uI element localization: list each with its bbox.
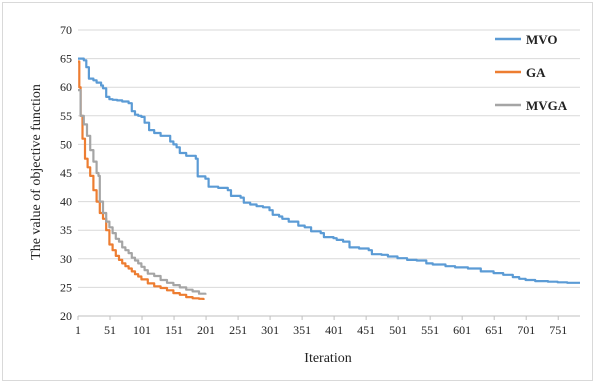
x-tick-label: 501 bbox=[389, 323, 407, 337]
gridlines bbox=[78, 29, 580, 288]
x-tick-label: 651 bbox=[485, 323, 503, 337]
y-axis-title: The value of objective function bbox=[29, 84, 44, 260]
y-tick-label: 60 bbox=[60, 80, 72, 94]
series-line-mvo bbox=[78, 57, 580, 284]
x-tick-label: 101 bbox=[133, 323, 151, 337]
series-line-ga bbox=[78, 60, 205, 300]
y-tick-label: 55 bbox=[60, 109, 72, 123]
x-tick-label: 51 bbox=[104, 323, 116, 337]
y-tick-label: 20 bbox=[60, 309, 72, 323]
y-tick-label: 45 bbox=[60, 166, 72, 180]
series-line-mvga bbox=[78, 89, 207, 295]
y-tick-label: 25 bbox=[60, 280, 72, 294]
x-tick-label: 301 bbox=[261, 323, 279, 337]
x-tick-label: 601 bbox=[453, 323, 471, 337]
legend: MVO GA MVGA bbox=[495, 32, 568, 113]
x-tick-label: 701 bbox=[517, 323, 535, 337]
axes bbox=[77, 315, 580, 320]
y-tick-label: 35 bbox=[60, 223, 72, 237]
y-tick-label: 40 bbox=[60, 195, 72, 209]
legend-label-mvga: MVGA bbox=[526, 98, 568, 113]
x-tick-label: 551 bbox=[421, 323, 439, 337]
x-tick-label: 401 bbox=[325, 323, 343, 337]
x-tick-label: 1 bbox=[75, 323, 81, 337]
x-tick-label: 351 bbox=[293, 323, 311, 337]
x-tick-label: 451 bbox=[357, 323, 375, 337]
x-axis-title: Iteration bbox=[304, 351, 351, 366]
y-tick-label: 70 bbox=[60, 23, 72, 37]
y-tick-labels: 20 25 30 35 40 45 50 55 60 65 70 bbox=[60, 23, 72, 323]
series-lines bbox=[78, 57, 580, 300]
legend-label-mvo: MVO bbox=[526, 32, 558, 47]
y-tick-label: 65 bbox=[60, 52, 72, 66]
x-tick-label: 251 bbox=[229, 323, 247, 337]
y-tick-label: 50 bbox=[60, 137, 72, 151]
x-tick-label: 151 bbox=[165, 323, 183, 337]
legend-label-ga: GA bbox=[526, 65, 546, 80]
y-tick-label: 30 bbox=[60, 252, 72, 266]
x-tick-label: 751 bbox=[549, 323, 567, 337]
x-tick-labels: 1 51 101 151 201 251 301 351 401 451 501 551 601 651 7… bbox=[75, 323, 567, 337]
x-tick-label: 201 bbox=[197, 323, 215, 337]
